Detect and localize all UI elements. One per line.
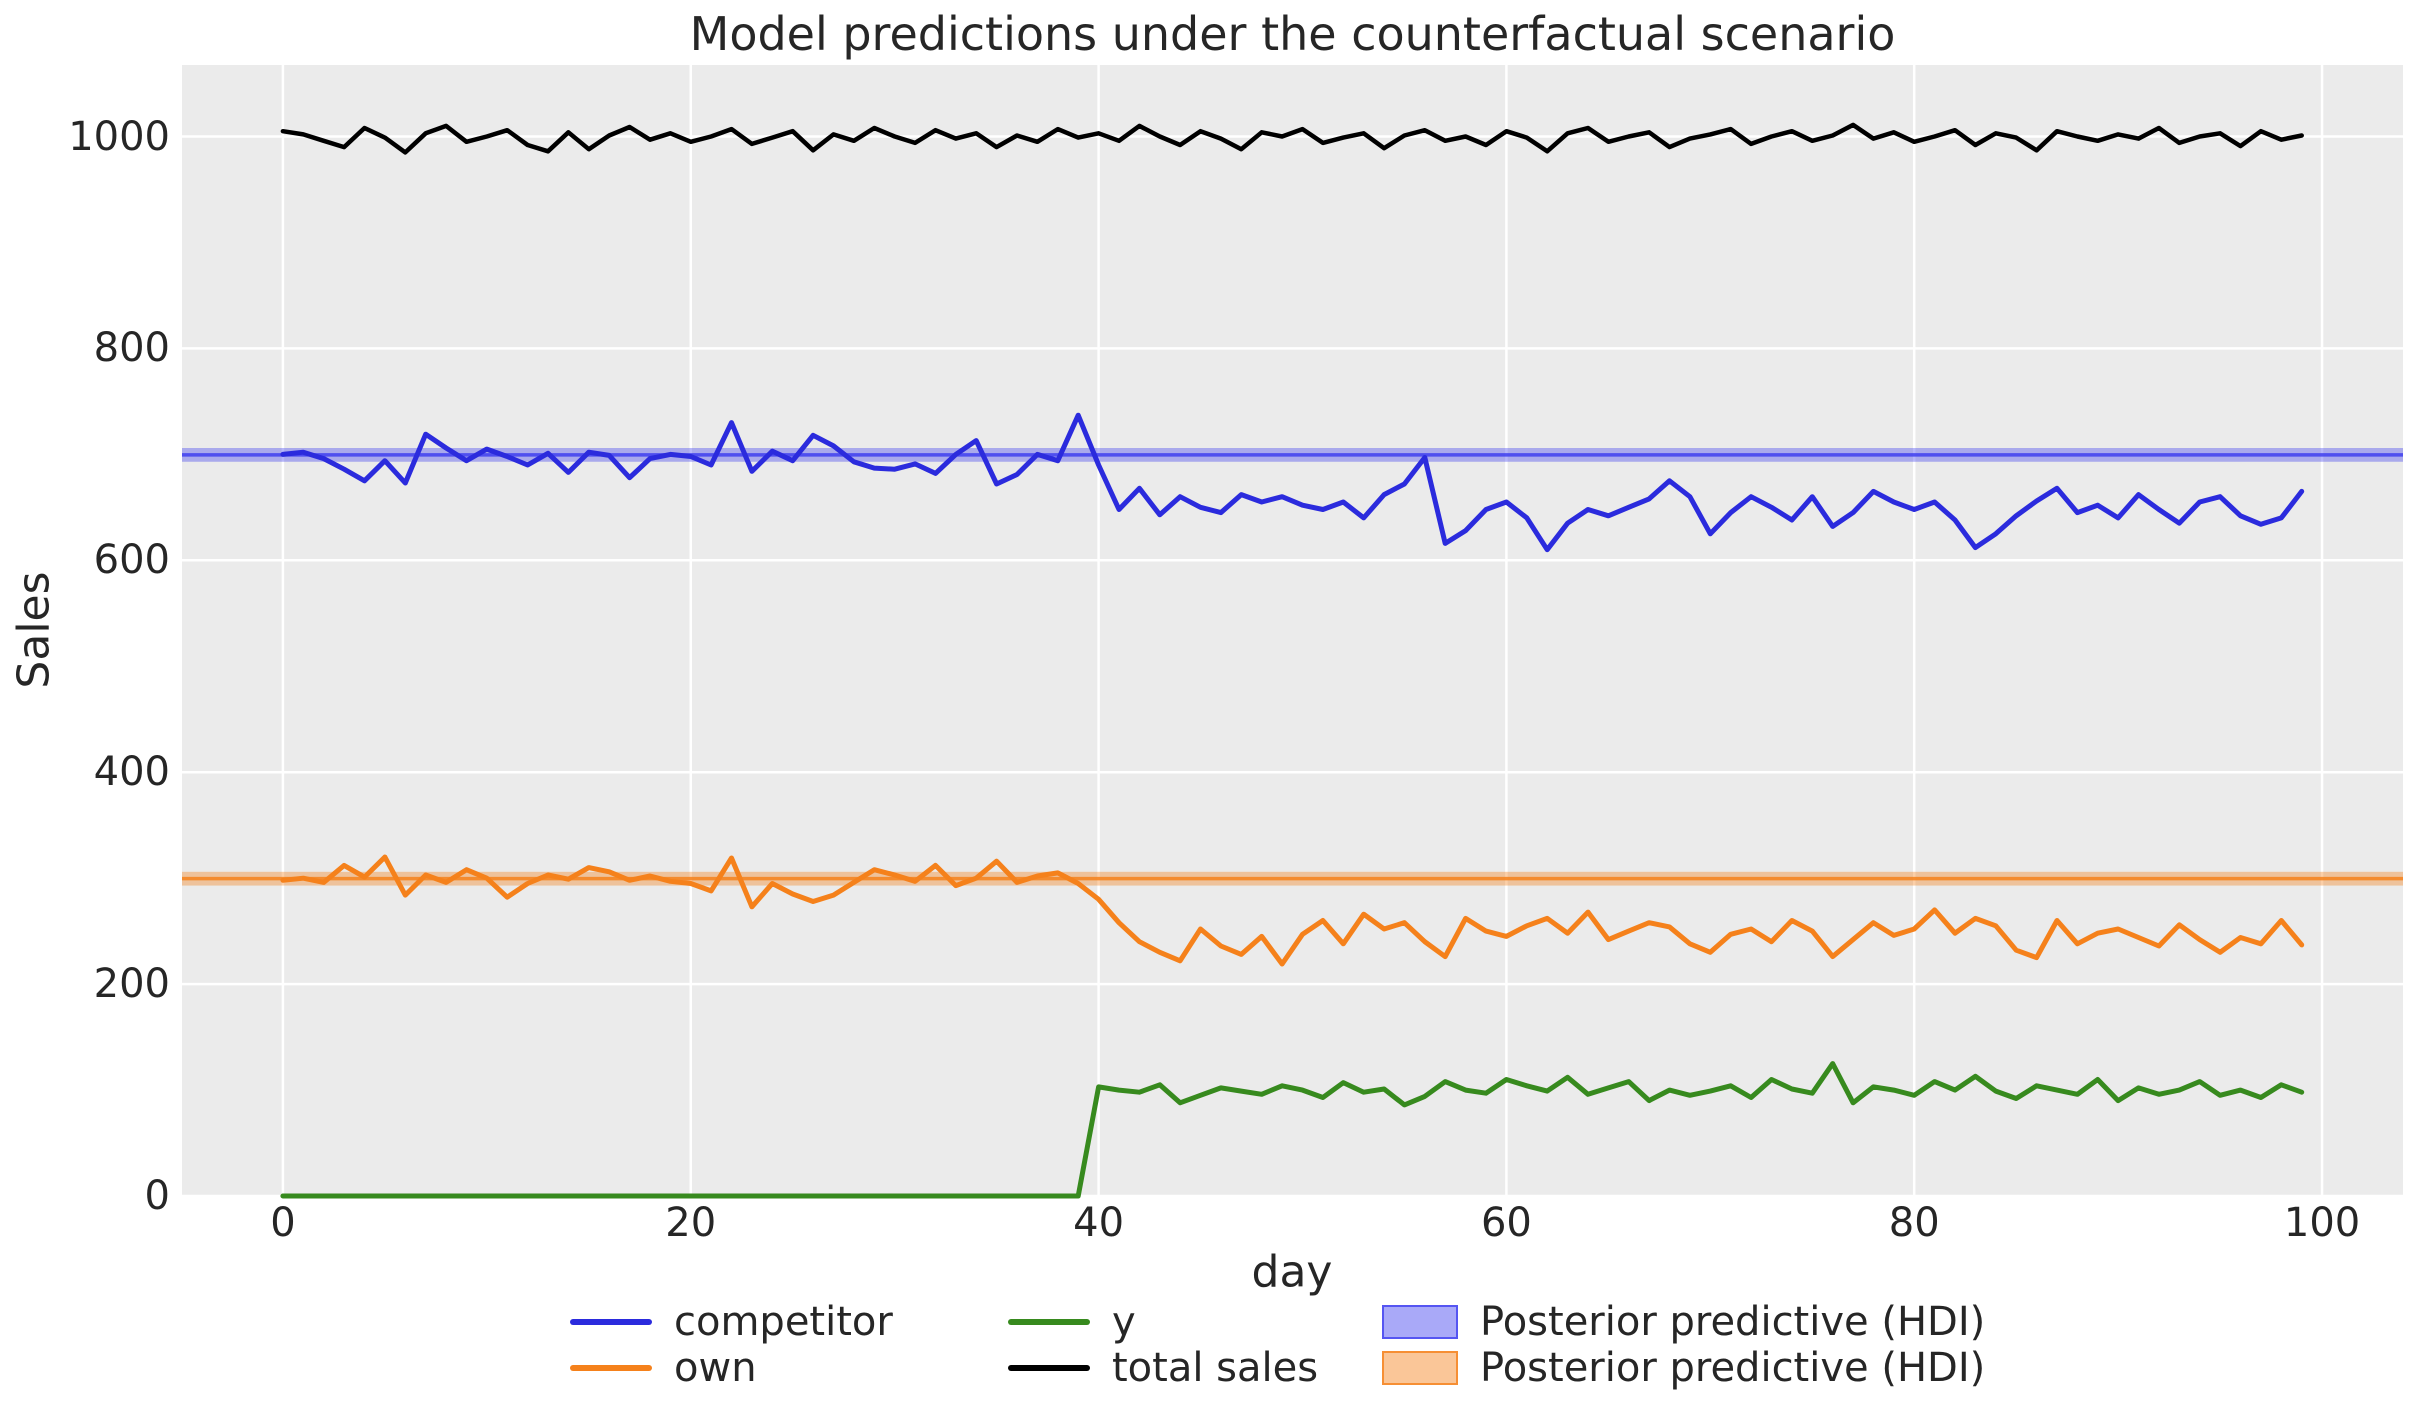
legend-label: y	[1112, 1299, 1136, 1345]
x-tick-label: 40	[1073, 1200, 1125, 1246]
y-axis-label: Sales	[8, 571, 60, 689]
x-tick-label: 20	[665, 1200, 717, 1246]
legend-item: own	[570, 1345, 893, 1391]
series-line-competitor	[280, 412, 2305, 553]
legend-item: Posterior predictive (HDI)	[1382, 1345, 1986, 1391]
legend-patch-swatch	[1382, 1351, 1458, 1385]
plot-area	[182, 65, 2403, 1199]
legend-line-swatch	[1008, 1365, 1090, 1371]
legend-patch-swatch	[1382, 1305, 1458, 1339]
legend-label: Posterior predictive (HDI)	[1480, 1299, 1986, 1345]
x-tick-label: 60	[1480, 1200, 1532, 1246]
legend-line-swatch	[570, 1365, 652, 1371]
series-line-total-sales	[280, 122, 2304, 155]
legend-column: Posterior predictive (HDI) Posterior pred…	[1382, 1299, 1986, 1391]
series-line-y	[280, 1061, 2305, 1199]
chart-title: Model predictions under the counterfactu…	[689, 7, 1896, 61]
legend-item: total sales	[1008, 1345, 1319, 1391]
legend-column: competitor own	[570, 1299, 893, 1391]
y-tick-label: 0	[144, 1173, 170, 1219]
y-tick-label: 800	[93, 325, 170, 372]
y-tick-label: 400	[93, 749, 170, 796]
legend-item: y	[1008, 1299, 1318, 1345]
legend-label: own	[674, 1345, 757, 1391]
y-tick-label: 200	[93, 961, 170, 1008]
x-tick-label: 80	[1888, 1200, 1940, 1246]
x-axis-label: day	[1251, 1246, 1333, 1298]
legend-label: total sales	[1112, 1345, 1319, 1391]
legend-column: y total sales	[1008, 1299, 1319, 1391]
x-tick-label: 0	[270, 1200, 296, 1246]
legend-label: competitor	[674, 1299, 893, 1345]
plot-svg	[182, 65, 2403, 1199]
legend-item: Posterior predictive (HDI)	[1382, 1299, 1986, 1345]
y-tick-label: 600	[93, 537, 170, 584]
legend-line-swatch	[1008, 1319, 1090, 1325]
legend-line-swatch	[570, 1319, 652, 1325]
x-tick-label: 100	[2283, 1200, 2361, 1246]
y-tick-label: 1000	[68, 113, 170, 160]
legend-label: Posterior predictive (HDI)	[1480, 1345, 1986, 1391]
legend-item: competitor	[570, 1299, 893, 1345]
series-line-own	[280, 854, 2305, 967]
